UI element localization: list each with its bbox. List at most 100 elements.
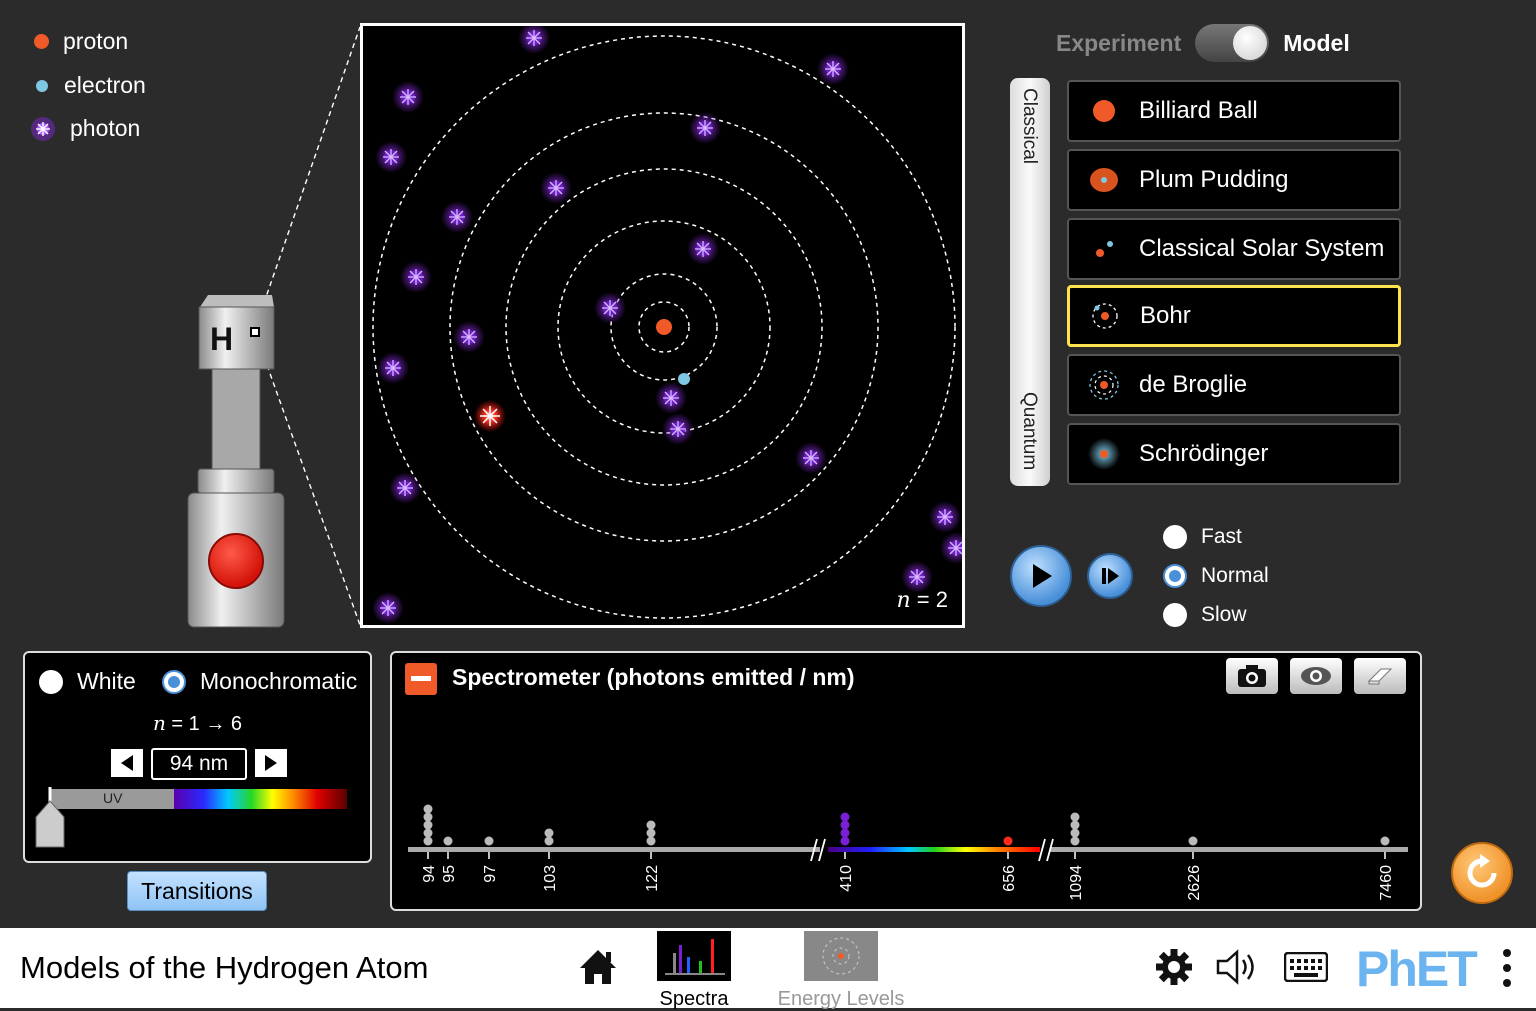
light-monochromatic-option[interactable]: Monochromatic [162,668,357,695]
photon [540,172,572,204]
transitions-button[interactable]: Transitions [127,871,267,911]
speed-fast[interactable]: Fast [1163,523,1269,551]
model-billiard-ball-button[interactable]: Billiard Ball [1067,80,1401,142]
legend-electron-label: electron [64,72,146,98]
mode-model-label[interactable]: Model [1283,29,1350,56]
speed-fast-radio[interactable] [1163,525,1187,549]
fire-button[interactable] [208,533,264,589]
view-snapshots-button[interactable] [1290,658,1342,694]
spectrum-line-97: 97 [482,836,499,883]
minus-icon [411,676,431,681]
model-classical-solar-system-button[interactable]: Classical Solar System [1067,218,1401,280]
model-label: Plum Pudding [1139,166,1289,193]
mode-toggle[interactable]: Experiment Model [1056,24,1350,62]
eye-icon [1301,667,1331,685]
wavelength-slider-track[interactable]: UV [49,789,347,809]
photon [795,442,827,474]
spectrum-line-122: 122 [644,820,661,892]
de-broglie-icon [1089,370,1119,400]
orbit-ring [505,168,823,486]
wavelength-increment-button[interactable] [255,749,287,777]
wavelength-slider-thumb[interactable] [34,787,66,851]
model-schrodinger-button[interactable]: Schrödinger [1067,423,1401,485]
spectrometer-chart: 94 95 97 103 122 410 656 1094 2626 7460 [408,804,1408,901]
light-white-option[interactable]: White [39,668,136,695]
settings-button[interactable] [1155,948,1193,991]
model-label: de Broglie [1139,371,1248,398]
photon [375,141,407,173]
tick-label: 1094 [1068,865,1085,901]
model-label: Billiard Ball [1139,97,1258,124]
proton [656,319,672,335]
arrow-left-icon [121,755,133,771]
model-plum-pudding-button[interactable]: Plum Pudding [1067,149,1401,211]
hydrogen-source: H [186,293,286,629]
legend-electron: electron [30,72,146,99]
speed-normal[interactable]: Normal [1163,562,1269,590]
source-aperture [250,327,260,337]
model-category-bar: Classical Quantum [1010,78,1050,486]
more-options-icon[interactable] [1502,948,1512,993]
energy-levels-tab-icon [804,931,878,981]
speed-slow[interactable]: Slow [1163,601,1269,629]
mode-experiment-label[interactable]: Experiment [1056,29,1182,56]
reset-icon [1467,854,1497,888]
photon-count-dot [646,828,656,838]
orbit-ring [638,301,690,353]
spectrum-line-656: 656 [1001,836,1018,892]
orbit-ring [449,112,879,542]
snapshot-button[interactable] [1226,658,1278,694]
mode-switch-knob[interactable] [1233,26,1268,60]
tab-energy-levels[interactable]: Energy Levels [776,931,906,1011]
spectrum-line-7460: 7460 [1378,836,1395,901]
spectrum-line-95: 95 [441,836,458,883]
speaker-icon [1216,949,1254,985]
photon [518,22,550,54]
home-icon [580,950,616,984]
light-white-radio[interactable] [39,669,63,694]
wavelength-decrement-button[interactable] [111,749,143,777]
eraser-button[interactable] [1354,658,1406,694]
speed-slow-label: Slow [1201,603,1247,626]
bohr-icon [1092,303,1118,329]
phet-logo[interactable]: PhET [1356,941,1478,997]
speed-slow-radio[interactable] [1163,603,1187,627]
spectrum-line-1094: 1094 [1068,812,1085,901]
mode-switch[interactable] [1195,24,1270,62]
photon [400,261,432,293]
sound-button[interactable] [1215,948,1261,991]
model-label: Schrödinger [1139,440,1269,467]
spectrometer-collapse-button[interactable] [405,663,437,695]
play-pause-button[interactable] [1010,545,1072,607]
spectrum-line-94: 94 [421,804,438,883]
photon-count-dot [1070,820,1080,830]
photon-count-dot [423,828,433,838]
photon [940,532,972,564]
photon [901,561,933,593]
photon-red [474,400,506,432]
category-classical: Classical [1019,88,1040,165]
photon [655,382,687,414]
light-monochromatic-radio[interactable] [162,669,186,694]
model-bohr-button[interactable]: Bohr [1067,285,1401,347]
model-de-broglie-button[interactable]: de Broglie [1067,354,1401,416]
zoom-lines [257,26,361,626]
keyboard-help-button[interactable] [1283,951,1329,987]
photon-count-dot [646,820,656,830]
legend-photon-label: photon [70,115,141,141]
spectrum-line-103: 103 [542,828,559,892]
speed-normal-radio[interactable] [1163,564,1187,588]
tab-spectra[interactable]: Spectra [656,931,732,1011]
home-button[interactable] [578,948,618,991]
gear-icon [1156,949,1192,985]
tick-label: 97 [482,865,499,883]
reset-all-button[interactable] [1451,842,1513,904]
source-label: H [210,321,234,357]
tick-label: 94 [421,865,438,883]
photon [929,501,961,533]
electron-icon [36,79,48,92]
photon-count-dot [1003,836,1013,846]
uv-label: UV [103,790,123,806]
state-label: n = 2 [897,587,949,613]
step-forward-button[interactable] [1087,553,1133,599]
